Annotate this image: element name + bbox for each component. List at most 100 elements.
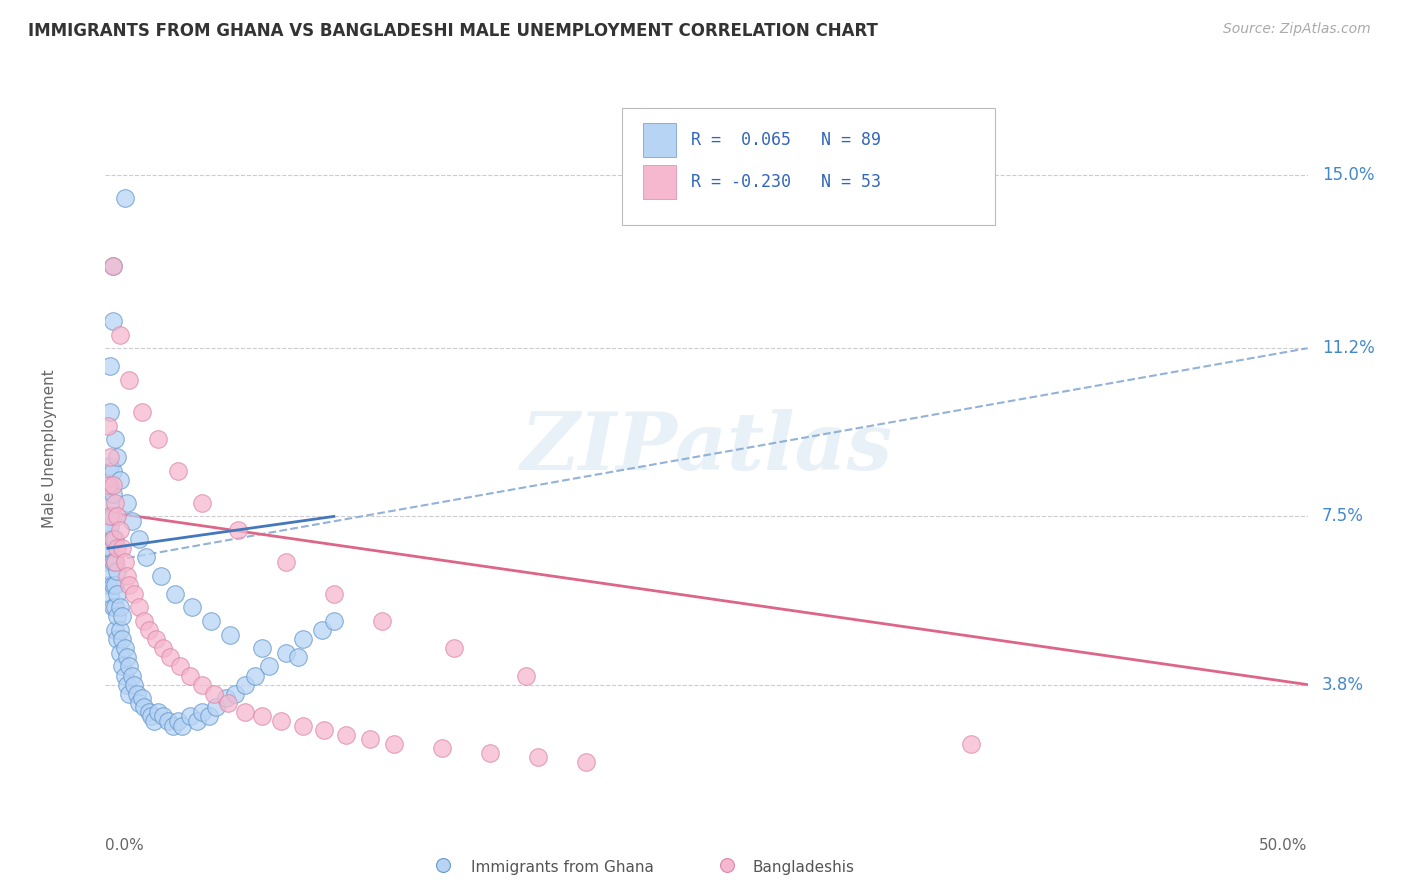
Text: Male Unemployment: Male Unemployment — [42, 369, 58, 527]
Point — [575, 755, 598, 769]
Point — [135, 550, 157, 565]
Point — [118, 577, 141, 591]
Point — [111, 541, 134, 556]
Point — [233, 678, 256, 692]
Point — [118, 373, 141, 387]
Text: R = -0.230   N = 53: R = -0.230 N = 53 — [690, 173, 882, 191]
Point — [118, 659, 141, 673]
Point — [186, 714, 208, 728]
Point — [97, 532, 120, 546]
Point — [219, 627, 242, 641]
Bar — [643, 123, 676, 157]
Point — [190, 678, 212, 692]
Point — [359, 732, 381, 747]
Point — [97, 477, 120, 491]
Point — [382, 737, 405, 751]
Point — [131, 691, 153, 706]
Point — [98, 587, 121, 601]
Text: 7.5%: 7.5% — [1322, 508, 1364, 525]
Point — [138, 705, 160, 719]
Point — [114, 668, 136, 682]
Point — [104, 555, 127, 569]
Point — [179, 709, 201, 723]
Point — [101, 577, 124, 591]
Point — [115, 568, 138, 582]
Point — [98, 518, 121, 533]
Point — [960, 737, 983, 751]
Point — [152, 709, 174, 723]
Point — [148, 432, 170, 446]
Point — [224, 687, 246, 701]
Text: 3.8%: 3.8% — [1322, 675, 1364, 694]
Point — [233, 705, 256, 719]
Point — [107, 509, 129, 524]
Point — [108, 473, 131, 487]
Point — [139, 709, 162, 723]
Point — [257, 659, 280, 673]
Point — [125, 687, 148, 701]
Point — [128, 696, 150, 710]
Text: Immigrants from Ghana: Immigrants from Ghana — [471, 860, 654, 874]
Point — [104, 532, 127, 546]
Point — [114, 555, 136, 569]
Text: R =  0.065   N = 89: R = 0.065 N = 89 — [690, 131, 882, 149]
Point — [115, 496, 138, 510]
Point — [205, 700, 228, 714]
Point — [115, 650, 138, 665]
Point — [159, 650, 181, 665]
Text: 0.0%: 0.0% — [105, 838, 145, 854]
Point — [243, 668, 266, 682]
Point — [124, 678, 146, 692]
Point — [145, 632, 167, 647]
Point — [169, 659, 191, 673]
Point — [716, 858, 738, 872]
Point — [108, 623, 131, 637]
Text: 15.0%: 15.0% — [1322, 167, 1375, 185]
Point — [98, 564, 121, 578]
Point — [108, 327, 131, 342]
Point — [479, 746, 502, 760]
Point — [274, 646, 297, 660]
Point — [107, 450, 129, 465]
Point — [97, 555, 120, 569]
Point — [131, 405, 153, 419]
Point — [314, 723, 336, 737]
Point — [98, 509, 121, 524]
Point — [97, 577, 120, 591]
Point — [250, 641, 273, 656]
Point — [101, 532, 124, 546]
Point — [311, 623, 333, 637]
Point — [101, 600, 124, 615]
Point — [166, 714, 188, 728]
Point — [287, 650, 309, 665]
Point — [430, 741, 453, 756]
Point — [104, 432, 127, 446]
Text: Bangladeshis: Bangladeshis — [752, 860, 855, 874]
Point — [121, 514, 143, 528]
Point — [181, 600, 204, 615]
Point — [291, 632, 314, 647]
Point — [432, 858, 454, 872]
Point — [101, 477, 124, 491]
Point — [172, 718, 194, 732]
Point — [101, 555, 124, 569]
Point — [104, 623, 127, 637]
Point — [274, 555, 297, 569]
Point — [217, 696, 239, 710]
Bar — [643, 165, 676, 199]
Point — [107, 609, 129, 624]
Point — [101, 486, 124, 500]
Point — [138, 623, 160, 637]
Point — [148, 705, 170, 719]
Point — [162, 718, 184, 732]
Point — [98, 450, 121, 465]
Point — [132, 614, 155, 628]
Point — [98, 459, 121, 474]
Point — [200, 614, 222, 628]
Point — [104, 577, 127, 591]
Text: 50.0%: 50.0% — [1260, 838, 1308, 854]
Point — [335, 728, 357, 742]
Text: ZIPatlas: ZIPatlas — [520, 409, 893, 487]
Point — [107, 587, 129, 601]
Point — [114, 191, 136, 205]
